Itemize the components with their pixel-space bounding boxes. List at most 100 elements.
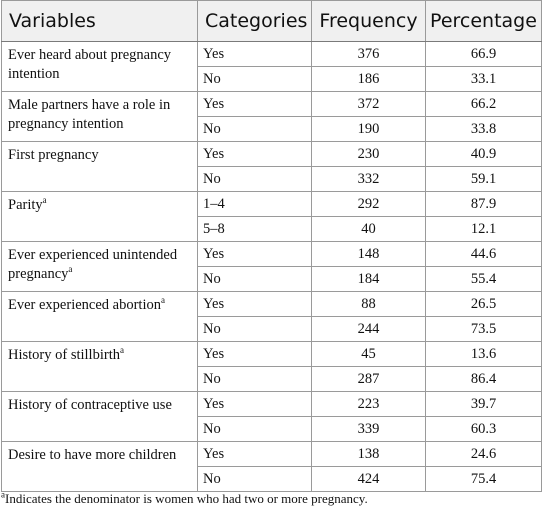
table-row: Ever heard about pregnancy intention Yes 3… bbox=[1, 41, 542, 92]
category-cell: No bbox=[197, 316, 312, 342]
table-row: No 339 60.3 bbox=[2, 416, 542, 442]
category-cell: No bbox=[197, 366, 312, 392]
percentage-cell: 60.3 bbox=[425, 416, 542, 442]
frequency-cell: 223 bbox=[311, 391, 426, 417]
percentage-cell: 44.6 bbox=[425, 241, 542, 267]
category-cell: No bbox=[197, 266, 312, 292]
table-row: History of contraceptive use Yes 223 39.7 bbox=[1, 391, 542, 442]
frequency-cell: 332 bbox=[311, 166, 426, 192]
header-row: Variables Categories Frequency Percentag… bbox=[1, 0, 542, 42]
category-cell: Yes bbox=[197, 341, 312, 367]
category-cell: Yes bbox=[197, 141, 312, 167]
frequency-cell: 292 bbox=[311, 191, 426, 217]
percentage-cell: 86.4 bbox=[425, 366, 542, 392]
category-cell: No bbox=[197, 466, 312, 492]
percentage-cell: 12.1 bbox=[425, 216, 542, 242]
frequency-cell: 138 bbox=[311, 441, 426, 467]
category-cell: 5–8 bbox=[197, 216, 312, 242]
variable-label: Male partners have a role in pregnancy i… bbox=[8, 97, 171, 132]
frequency-cell: 45 bbox=[311, 341, 426, 367]
category-cell: 1–4 bbox=[197, 191, 312, 217]
footnote-text: Indicates the denominator is women who h… bbox=[5, 491, 368, 506]
footnote-marker: a bbox=[68, 264, 73, 275]
category-cell: Yes bbox=[197, 291, 312, 317]
table-row: No 332 59.1 bbox=[2, 166, 542, 192]
percentage-cell: 59.1 bbox=[425, 166, 542, 192]
table-row: 5–8 40 12.1 bbox=[2, 216, 542, 242]
frequency-cell: 40 bbox=[311, 216, 426, 242]
table-row: Male partners have a role in pregnancy i… bbox=[1, 91, 542, 142]
frequency-cell: 339 bbox=[311, 416, 426, 442]
frequency-cell: 424 bbox=[311, 466, 426, 492]
table-row: Paritya 1–4 292 87.9 bbox=[1, 191, 542, 242]
variable-label: Ever experienced abortion bbox=[8, 297, 161, 313]
table-row: Ever experienced abortiona Yes 88 26.5 bbox=[1, 291, 542, 342]
table-body: Ever heard about pregnancy intention Yes 3… bbox=[1, 41, 542, 492]
category-cell: No bbox=[197, 166, 312, 192]
percentage-cell: 55.4 bbox=[425, 266, 542, 292]
frequency-cell: 190 bbox=[311, 116, 426, 142]
percentage-cell: 73.5 bbox=[425, 316, 542, 342]
footnote-marker: a bbox=[1, 489, 5, 500]
category-cell: Yes bbox=[197, 241, 312, 267]
variable-label: Parity bbox=[8, 197, 43, 213]
category-cell: Yes bbox=[197, 41, 312, 67]
category-cell: Yes bbox=[197, 441, 312, 467]
variable-label: Ever heard about pregnancy intention bbox=[8, 47, 172, 82]
frequency-cell: 372 bbox=[311, 91, 426, 117]
percentage-cell: 13.6 bbox=[425, 341, 542, 367]
percentage-cell: 66.2 bbox=[425, 91, 542, 117]
category-cell: Yes bbox=[197, 91, 312, 117]
table-row: No 244 73.5 bbox=[2, 316, 542, 342]
variable-cell: Ever experienced unintended pregnancya bbox=[1, 241, 198, 292]
header-categories: Categories bbox=[197, 0, 312, 42]
percentage-cell: 40.9 bbox=[425, 141, 542, 167]
variable-label: Ever experienced unintended pregnancy bbox=[8, 247, 178, 282]
variable-cell: First pregnancy bbox=[1, 141, 198, 192]
variable-cell: History of stillbirtha bbox=[1, 341, 198, 392]
data-table: Variables Categories Frequency Percentag… bbox=[1, 0, 542, 492]
table-row: First pregnancy Yes 230 40.9 bbox=[1, 141, 542, 192]
percentage-cell: 26.5 bbox=[425, 291, 542, 317]
frequency-cell: 184 bbox=[311, 266, 426, 292]
percentage-cell: 66.9 bbox=[425, 41, 542, 67]
variable-cell: Paritya bbox=[1, 191, 198, 242]
percentage-cell: 87.9 bbox=[425, 191, 542, 217]
category-cell: Yes bbox=[197, 391, 312, 417]
category-cell: No bbox=[197, 66, 312, 92]
frequency-cell: 287 bbox=[311, 366, 426, 392]
footnote-marker: a bbox=[160, 295, 165, 306]
footnote: aIndicates the denominator is women who … bbox=[1, 489, 368, 507]
footnote-marker: a bbox=[42, 195, 47, 206]
frequency-cell: 148 bbox=[311, 241, 426, 267]
variable-label: Desire to have more children bbox=[8, 447, 177, 463]
percentage-cell: 33.8 bbox=[425, 116, 542, 142]
table-row: History of stillbirtha Yes 45 13.6 bbox=[1, 341, 542, 392]
table-row: No 184 55.4 bbox=[2, 266, 542, 292]
header-variables: Variables bbox=[1, 0, 198, 42]
category-cell: No bbox=[197, 416, 312, 442]
table-row: No 424 75.4 bbox=[2, 466, 542, 492]
variable-label: History of contraceptive use bbox=[8, 397, 172, 413]
frequency-cell: 88 bbox=[311, 291, 426, 317]
category-cell: No bbox=[197, 116, 312, 142]
frequency-cell: 230 bbox=[311, 141, 426, 167]
frequency-cell: 186 bbox=[311, 66, 426, 92]
variable-cell: History of contraceptive use bbox=[1, 391, 198, 442]
table-row: No 186 33.1 bbox=[2, 66, 542, 92]
variable-cell: Ever heard about pregnancy intention bbox=[1, 41, 198, 92]
table-row: Ever experienced unintended pregnancya Ye… bbox=[1, 241, 542, 292]
percentage-cell: 75.4 bbox=[425, 466, 542, 492]
percentage-cell: 33.1 bbox=[425, 66, 542, 92]
table-row: No 190 33.8 bbox=[2, 116, 542, 142]
variable-label: First pregnancy bbox=[8, 147, 99, 163]
footnote-marker: a bbox=[119, 345, 124, 356]
frequency-cell: 376 bbox=[311, 41, 426, 67]
variable-cell: Desire to have more children bbox=[1, 441, 198, 492]
frequency-cell: 244 bbox=[311, 316, 426, 342]
header-percentage: Percentage bbox=[425, 0, 542, 42]
variable-cell: Male partners have a role in pregnancy i… bbox=[1, 91, 198, 142]
variable-label: History of stillbirth bbox=[8, 347, 120, 363]
variable-cell: Ever experienced abortiona bbox=[1, 291, 198, 342]
percentage-cell: 24.6 bbox=[425, 441, 542, 467]
